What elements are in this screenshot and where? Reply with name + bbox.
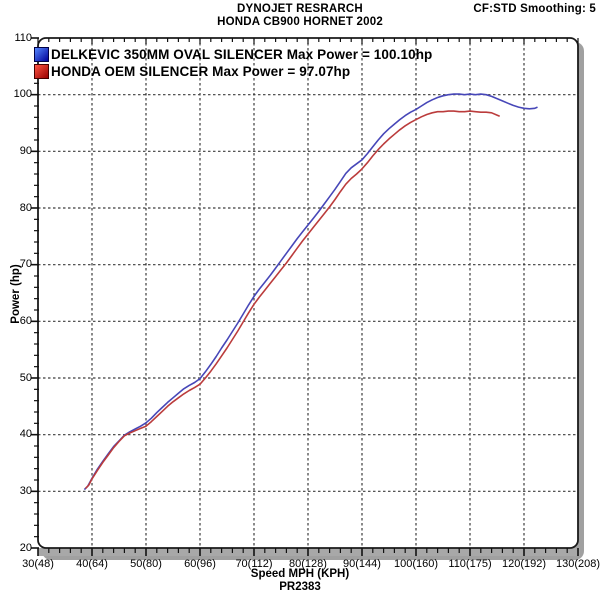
page-subtitle: HONDA CB900 HORNET 2002 (217, 16, 383, 28)
y-tick-label: 70 (19, 258, 32, 271)
legend-label-delkevic: DELKEVIC 350MM OVAL SILENCER Max Power =… (51, 47, 433, 62)
x-tick-label: 110(175) (448, 558, 492, 570)
chart-legend: DELKEVIC 350MM OVAL SILENCER Max Power =… (34, 46, 432, 80)
x-tick-label: 120(192) (501, 558, 547, 570)
x-tick-label: 60(96) (184, 558, 216, 570)
y-tick-label: 50 (19, 371, 32, 384)
x-tick-label: 70(112) (235, 558, 273, 570)
x-tick-label: 30(48) (22, 558, 54, 570)
x-tick-label: 50(80) (130, 558, 162, 570)
y-tick-label: 20 (19, 541, 32, 554)
x-tick-label: 90(144) (343, 558, 381, 570)
red-series-swatch-icon (34, 64, 49, 79)
page-title: DYNOJET RESRARCH (237, 3, 363, 15)
y-tick-label: 110 (14, 31, 32, 44)
legend-row-delkevic: DELKEVIC 350MM OVAL SILENCER Max Power =… (34, 46, 432, 63)
blue-series-swatch-icon (34, 47, 49, 62)
x-tick-label: 80(128) (289, 558, 327, 570)
bottom-axis-bar (38, 548, 580, 556)
smoothing-setting-text: CF:STD Smoothing: 5 (473, 3, 596, 15)
y-tick-label: 60 (19, 314, 32, 327)
power-curve-delkevic (83, 93, 538, 491)
x-tick-label: 130(208) (555, 558, 600, 570)
power-curve-oem (84, 110, 501, 490)
run-id-text: PR2383 (279, 581, 321, 593)
y-tick-label: 90 (19, 144, 32, 157)
y-tick-label: 30 (19, 484, 32, 497)
legend-row-oem: HONDA OEM SILENCER Max Power = 97.07hp (34, 63, 432, 80)
y-tick-label: 40 (19, 428, 32, 441)
legend-label-oem: HONDA OEM SILENCER Max Power = 97.07hp (51, 64, 351, 79)
y-tick-label: 80 (19, 201, 32, 214)
x-tick-label: 40(64) (76, 558, 108, 570)
x-tick-label: 100(160) (393, 558, 439, 570)
x-axis-title: Speed MPH (KPH) (250, 568, 350, 580)
y-tick-label: 100 (13, 88, 32, 101)
